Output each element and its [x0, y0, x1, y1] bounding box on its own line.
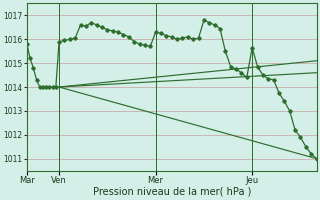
X-axis label: Pression niveau de la mer( hPa ): Pression niveau de la mer( hPa ): [92, 187, 251, 197]
